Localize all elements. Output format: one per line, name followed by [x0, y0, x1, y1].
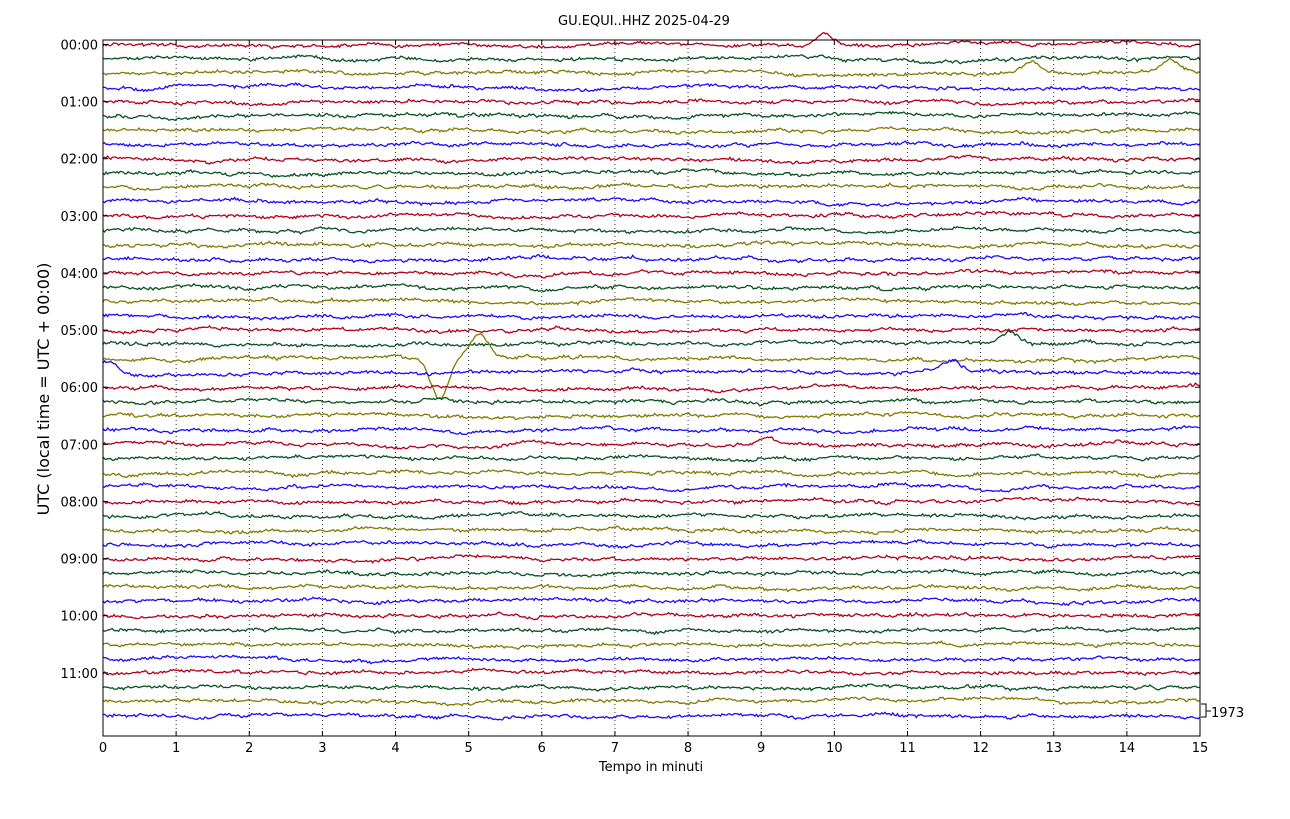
trace-line	[102, 125, 1201, 136]
x-tick-label: 0	[99, 741, 107, 756]
plot-frame	[102, 39, 1201, 737]
trace-line	[102, 640, 1201, 651]
trace-line	[102, 453, 1201, 463]
trace-line	[102, 329, 1201, 348]
x-tick-label: 10	[826, 741, 843, 756]
y-tick-label: 06:00	[61, 381, 98, 396]
x-tick-label: 6	[538, 741, 546, 756]
x-axis-label: Tempo in minuti	[598, 760, 703, 775]
trace-line	[102, 140, 1201, 149]
trace-line	[102, 553, 1201, 564]
x-tick-label: 2	[245, 741, 253, 756]
y-axis: 00:00 01:00 02:00 03:00 04:00 05:00 06:00 07:00…	[61, 39, 1200, 682]
scale-bar: 1973	[1201, 703, 1244, 721]
x-tick-label: 3	[318, 741, 326, 756]
x-tick-label: 14	[1119, 741, 1136, 756]
trace-line	[102, 97, 1201, 107]
x-tick-label: 12	[972, 741, 989, 756]
trace-line	[102, 312, 1201, 321]
trace-line	[102, 225, 1201, 235]
trace-line	[102, 481, 1201, 493]
trace-line	[102, 167, 1201, 178]
trace-line	[102, 253, 1201, 264]
chart-title: GU.EQUI..HHZ 2025-04-29	[558, 14, 730, 29]
trace-line	[102, 31, 1200, 50]
trace-line	[102, 424, 1201, 436]
scale-value: 1973	[1211, 706, 1244, 721]
trace-line	[102, 696, 1201, 707]
y-tick-label: 09:00	[61, 553, 98, 568]
x-tick-label: 7	[611, 741, 619, 756]
trace-line	[102, 436, 1201, 450]
x-tick-label: 8	[684, 741, 692, 756]
x-tick-label: 11	[899, 741, 916, 756]
trace-line	[102, 654, 1201, 665]
trace-line	[102, 324, 1201, 335]
trace-line	[102, 496, 1201, 507]
trace-line	[102, 81, 1201, 93]
y-tick-label: 05:00	[61, 324, 98, 339]
trace-line	[102, 410, 1201, 420]
x-tick-label: 15	[1192, 741, 1209, 756]
trace-line	[102, 110, 1201, 122]
trace-line	[102, 468, 1201, 480]
trace-line	[102, 396, 1201, 407]
trace-line	[102, 58, 1201, 78]
trace-line	[102, 240, 1201, 250]
trace-line	[102, 711, 1201, 721]
trace-line	[102, 332, 1201, 400]
trace-line	[102, 625, 1201, 636]
y-tick-label: 11:00	[61, 667, 98, 682]
x-tick-label: 4	[391, 741, 399, 756]
seismic-traces	[102, 31, 1201, 721]
y-tick-label: 08:00	[61, 495, 98, 510]
y-tick-label: 00:00	[61, 39, 98, 54]
y-tick-label: 03:00	[61, 210, 98, 225]
trace-line	[102, 525, 1200, 536]
trace-line	[102, 210, 1201, 221]
trace-line	[102, 382, 1201, 394]
trace-line	[102, 539, 1201, 549]
trace-line	[102, 358, 1201, 378]
trace-line	[102, 683, 1200, 692]
trace-line	[102, 667, 1201, 677]
trace-line	[102, 296, 1201, 306]
trace-line	[102, 282, 1201, 293]
trace-line	[102, 568, 1201, 578]
y-tick-label: 04:00	[61, 267, 98, 282]
y-axis-label: UTC (local time = UTC + 00:00)	[34, 263, 53, 516]
x-axis: 0 1 2 3 4 5 6 7 8 9 10 11 12 13 14 15	[99, 40, 1208, 756]
trace-line	[102, 596, 1201, 607]
trace-line	[102, 583, 1201, 593]
trace-line	[102, 154, 1201, 165]
y-tick-label: 01:00	[61, 96, 98, 111]
trace-line	[102, 510, 1201, 521]
x-tick-label: 9	[757, 741, 765, 756]
y-tick-label: 02:00	[61, 153, 98, 168]
y-tick-label: 10:00	[61, 610, 98, 625]
trace-line	[102, 182, 1201, 191]
trace-line	[102, 268, 1201, 279]
x-tick-label: 1	[172, 741, 180, 756]
trace-line	[102, 611, 1201, 621]
trace-line	[102, 54, 1201, 65]
scale-bracket	[1201, 703, 1207, 718]
trace-line	[102, 196, 1201, 208]
x-tick-label: 5	[465, 741, 473, 756]
y-tick-label: 07:00	[61, 438, 98, 453]
x-tick-label: 13	[1045, 741, 1062, 756]
